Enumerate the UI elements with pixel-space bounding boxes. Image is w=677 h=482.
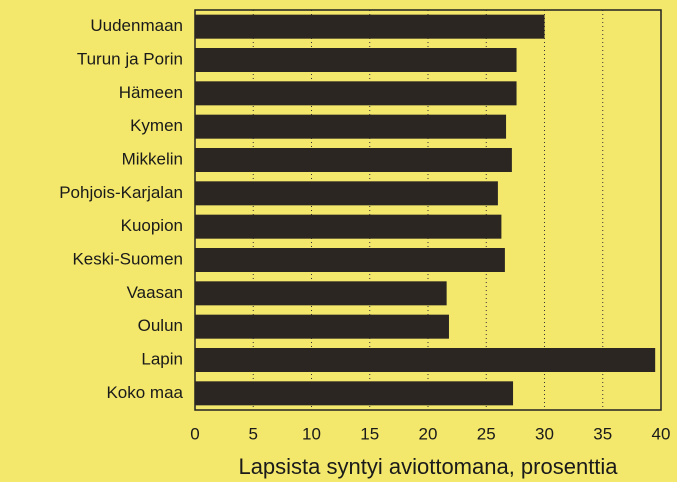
y-tick-label: Oulun [138, 316, 183, 335]
y-tick-label: Pohjois-Karjalan [59, 183, 183, 202]
x-tick-label: 20 [419, 424, 438, 443]
bar [195, 248, 505, 272]
x-tick-label: 5 [249, 424, 258, 443]
y-tick-label: Mikkelin [122, 149, 183, 168]
y-tick-label: Lapin [141, 349, 183, 368]
y-tick-label: Kuopion [121, 216, 183, 235]
bar [195, 214, 502, 239]
bar [195, 314, 449, 339]
x-tick-label: 25 [477, 424, 496, 443]
bar [195, 48, 517, 72]
bar [195, 114, 507, 139]
x-tick-label: 35 [593, 424, 612, 443]
x-tick-label: 0 [190, 424, 199, 443]
bar [195, 81, 517, 106]
y-tick-label: Uudenmaan [90, 16, 183, 35]
bar [195, 281, 447, 306]
bar [195, 181, 498, 206]
y-tick-label: Vaasan [127, 283, 183, 302]
y-tick-label: Koko maa [106, 383, 183, 402]
y-tick-label: Hämeen [119, 83, 183, 102]
bar [195, 381, 514, 406]
y-tick-label: Keski-Suomen [72, 249, 183, 268]
y-tick-label: Kymen [130, 116, 183, 135]
bar [195, 348, 656, 372]
plot-frame [194, 9, 662, 411]
y-tick-label: Turun ja Porin [77, 49, 183, 68]
bar [195, 14, 545, 39]
x-tick-label: 40 [652, 424, 671, 443]
bar [195, 148, 512, 172]
x-axis-title: Lapsista syntyi aviottomana, prosenttia [238, 454, 618, 479]
x-tick-label: 30 [535, 424, 554, 443]
x-tick-label: 10 [302, 424, 321, 443]
x-tick-label: 15 [360, 424, 379, 443]
